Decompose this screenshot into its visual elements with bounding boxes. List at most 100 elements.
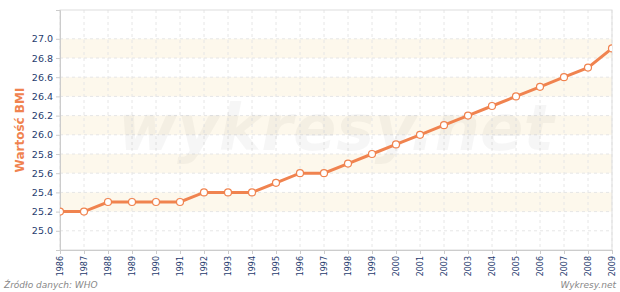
y-tick-label: 26.2 — [32, 110, 53, 121]
x-tick-mark — [396, 250, 397, 254]
point — [105, 199, 112, 206]
x-tick: 1986 — [56, 250, 65, 276]
x-tick-mark — [156, 250, 157, 254]
point — [177, 199, 184, 206]
point — [417, 131, 424, 138]
chart: wykresy.net25.025.225.425.625.826.026.22… — [0, 0, 620, 292]
point — [60, 208, 64, 215]
x-tick-label: 2009 — [608, 256, 617, 276]
x-tick: 1998 — [344, 250, 353, 276]
grid — [60, 10, 612, 250]
x-tick-label: 1992 — [200, 256, 209, 276]
y-tick: 26.6 — [32, 72, 60, 83]
y-grid-line — [60, 77, 612, 78]
x-tick-label: 2000 — [392, 256, 401, 276]
x-tick-label: 1998 — [344, 256, 353, 276]
x-tick: 1990 — [152, 250, 161, 276]
x-tick-label: 1986 — [56, 256, 65, 276]
y-tick-mark — [56, 173, 60, 174]
point — [153, 199, 160, 206]
point — [609, 45, 613, 52]
x-axis: 1986 1987 1988 1989 1990 1991 1992 1993 1994 1995… — [56, 250, 617, 276]
point — [393, 141, 400, 148]
x-axis-line — [61, 251, 613, 255]
x-tick-label: 1996 — [296, 256, 305, 276]
y-tick-mark — [56, 39, 60, 40]
x-tick: 1994 — [248, 250, 257, 276]
x-tick-label: 2007 — [560, 256, 569, 276]
point — [297, 170, 304, 177]
x-tick: 2004 — [488, 250, 497, 276]
x-tick: 2005 — [512, 250, 521, 276]
x-tick: 1993 — [224, 250, 233, 276]
y-grid-line — [60, 211, 612, 212]
x-tick-mark — [564, 250, 565, 254]
point — [225, 189, 232, 196]
source: Źródło danych: WHO — [3, 279, 98, 290]
x-tick: 2002 — [440, 250, 449, 276]
x-tick: 1991 — [176, 250, 185, 276]
x-tick-mark — [324, 250, 325, 254]
point — [369, 151, 376, 158]
watermark: wykresy.net — [118, 91, 557, 165]
y-tick: 26.8 — [32, 53, 60, 64]
band — [60, 39, 612, 58]
x-tick-label: 1993 — [224, 256, 233, 276]
x-tick: 2000 — [392, 250, 401, 276]
point — [441, 122, 448, 129]
x-tick: 1988 — [104, 250, 113, 276]
y-axis-line — [56, 11, 61, 251]
y-tick-label: 25.8 — [32, 149, 53, 160]
y-tick-label: 25.0 — [32, 225, 53, 236]
y-tick-label: 26.4 — [32, 91, 53, 102]
y-tick-mark — [56, 116, 60, 117]
x-tick-mark — [540, 250, 541, 254]
x-tick: 1997 — [320, 250, 329, 276]
credit: Wykresy.net — [560, 280, 616, 290]
y-tick: 26.2 — [32, 110, 60, 121]
y-axis: 25.025.225.425.625.826.026.226.426.626.8… — [32, 11, 61, 251]
x-tick: 2009 — [608, 250, 617, 276]
y-tick: 26.4 — [32, 91, 60, 102]
x-tick-label: 1987 — [80, 256, 89, 276]
x-tick-mark — [84, 250, 85, 254]
y-tick: 27.0 — [32, 33, 60, 44]
x-tick-mark — [516, 250, 517, 254]
x-tick-mark — [108, 250, 109, 254]
plot-area — [60, 45, 612, 215]
x-tick-label: 1997 — [320, 256, 329, 276]
x-tick-label: 1995 — [272, 256, 281, 276]
bands — [60, 39, 612, 212]
x-tick-mark — [300, 250, 301, 254]
x-tick: 1999 — [368, 250, 377, 276]
y-tick-mark — [56, 135, 60, 136]
x-tick-mark — [204, 250, 205, 254]
y-grid-line — [60, 173, 612, 174]
x-tick-mark — [60, 250, 61, 254]
point — [321, 170, 328, 177]
point — [345, 160, 352, 167]
y-tick-mark — [56, 77, 60, 78]
point — [249, 189, 256, 196]
x-tick: 1995 — [272, 250, 281, 276]
y-tick: 25.8 — [32, 149, 60, 160]
x-tick-label: 1989 — [128, 256, 137, 276]
x-tick-mark — [252, 250, 253, 254]
x-tick-mark — [132, 250, 133, 254]
point — [201, 189, 208, 196]
point — [489, 103, 496, 110]
y-tick-mark — [56, 192, 60, 193]
x-tick: 2003 — [464, 250, 473, 276]
y-tick-label: 26.0 — [32, 129, 53, 140]
x-tick: 1996 — [296, 250, 305, 276]
y-tick: 25.2 — [32, 206, 60, 217]
x-tick-label: 1991 — [176, 256, 185, 276]
x-tick: 2001 — [416, 250, 425, 276]
y-tick: 26.0 — [32, 129, 60, 140]
x-tick-label: 1990 — [152, 256, 161, 276]
x-tick-mark — [444, 250, 445, 254]
point — [465, 112, 472, 119]
x-grid-line — [588, 10, 589, 250]
x-tick-mark — [420, 250, 421, 254]
y-tick-label: 25.2 — [32, 206, 53, 217]
